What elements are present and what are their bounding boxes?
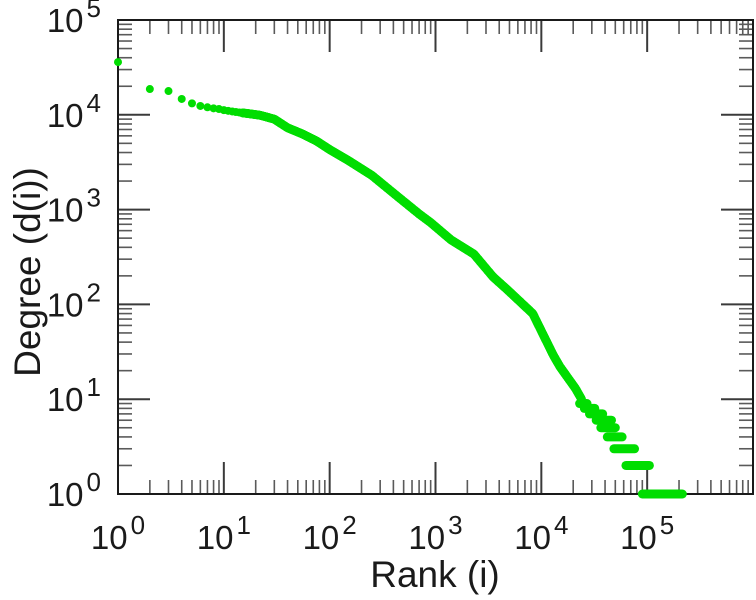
data-series [114,58,687,499]
x-tick-label: 10 2 [303,510,357,556]
y-tick-label: 10 3 [47,183,101,229]
y-tick-label: 10 0 [47,467,101,513]
data-point [177,94,186,103]
y-tick-label: 10 2 [47,277,101,323]
x-axis-title: Rank (i) [370,554,500,595]
data-point [114,58,122,67]
y-tick-label: 10 1 [47,372,101,418]
data-point [187,99,196,108]
y-tick-label: 10 4 [47,88,101,134]
y-tick-label: 10 5 [47,0,101,39]
x-tick-label: 10 4 [514,510,568,556]
data-point [196,101,205,110]
x-tick-label: 10 3 [408,510,462,556]
y-axis-title: Degree (d(i)) [7,167,48,377]
x-tick-label: 10 5 [620,510,674,556]
x-tick-label: 10 1 [197,510,251,556]
x-tick-label: 10 0 [91,510,145,556]
plot-frame [117,19,754,495]
axis-tick-labels: 10 0 10 1 10 2 10 3 10 4 10 5 10 0 10 1 10 2 10 3 10 4 10 5 [47,0,674,556]
data-point [145,85,154,94]
data-point [203,103,212,112]
axis-ticks [117,19,754,495]
data-point [164,87,173,96]
